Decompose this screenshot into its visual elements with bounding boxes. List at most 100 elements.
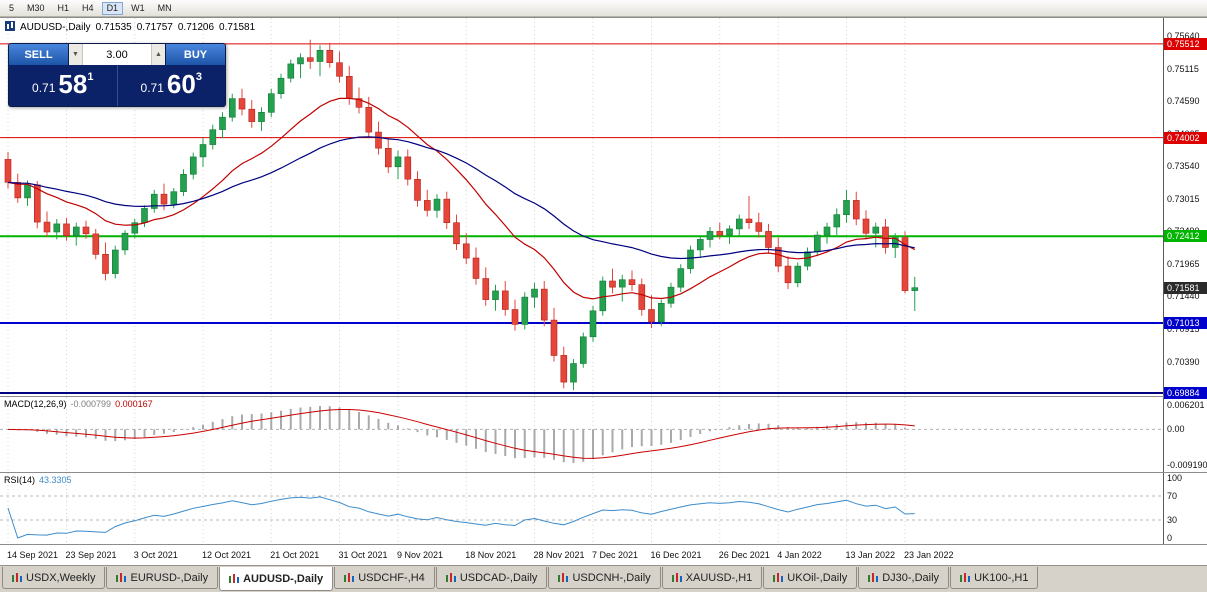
sell-price-pips: 58 <box>58 69 88 99</box>
axis-tick: 0.75640 <box>1167 31 1200 41</box>
tab-label: USDCAD-,Daily <box>459 571 538 584</box>
timeframe-button-5[interactable]: 5 <box>9 2 15 13</box>
price-level-label: 0.72412 <box>1164 230 1207 243</box>
date-tick: 4 Jan 2022 <box>777 550 822 560</box>
timeframe-button-mn[interactable]: MN <box>157 2 172 13</box>
price-level-label: 0.71013 <box>1164 316 1207 329</box>
buy-button[interactable]: BUY <box>166 44 225 65</box>
axis-tick: 30 <box>1167 515 1178 525</box>
date-tick: 23 Jan 2022 <box>904 550 954 560</box>
chart-window: AUDUSD-,Daily 0.71535 0.71757 0.71206 0.… <box>0 17 1207 566</box>
tab-label: USDCHF-,H4 <box>358 571 425 584</box>
chart-icon <box>868 572 879 583</box>
candlestick-chart-canvas[interactable] <box>0 18 1163 396</box>
pane-splitter[interactable] <box>0 472 1207 473</box>
axis-tick: 0.71440 <box>1167 291 1200 302</box>
tab-usdx-weekly[interactable]: USDX,Weekly <box>2 567 106 589</box>
price-chart-pane[interactable]: AUDUSD-,Daily 0.71535 0.71757 0.71206 0.… <box>0 18 1207 399</box>
rsi-label: RSI(14) 43.3305 <box>4 475 72 485</box>
price-level-label: 0.71581 <box>1164 281 1207 294</box>
axis-tick: 0.73540 <box>1167 161 1200 172</box>
buy-price-base: 0.71 <box>140 81 164 95</box>
tab-label: EURUSD-,Daily <box>130 571 209 584</box>
rsi-name: RSI(14) <box>4 475 36 485</box>
chart-icon <box>445 572 456 583</box>
volume-decrease-icon[interactable]: ▼ <box>69 44 83 65</box>
date-tick: 14 Sep 2021 <box>7 550 59 560</box>
date-tick: 3 Oct 2021 <box>133 550 178 560</box>
tab-ukoil-daily[interactable]: UKOil-,Daily <box>763 567 858 589</box>
macd-signal-value: 0.000167 <box>115 399 153 409</box>
date-tick: 23 Sep 2021 <box>65 550 117 560</box>
rsi-chart-canvas[interactable] <box>0 473 1163 544</box>
tab-eurusd-daily[interactable]: EURUSD-,Daily <box>106 567 219 589</box>
chart-icon <box>12 572 22 583</box>
chart-title: AUDUSD-,Daily 0.71535 0.71757 0.71206 0.… <box>5 21 255 34</box>
timeframe-button-w1[interactable]: W1 <box>131 2 145 13</box>
pane-splitter <box>0 544 1207 545</box>
volume-control: ▼ 3.00 ▲ <box>68 44 166 65</box>
rsi-axis: 100 70 30 0 <box>1163 473 1207 544</box>
axis-tick: 0 <box>1167 533 1173 543</box>
axis-tick: 0.70915 <box>1167 324 1200 335</box>
macd-chart-canvas[interactable] <box>0 397 1163 472</box>
axis-tick: 0.71965 <box>1167 258 1200 269</box>
buy-price[interactable]: 0.71 60 3 <box>118 65 226 106</box>
sell-price[interactable]: 0.71 58 1 <box>9 65 118 106</box>
volume-increase-icon[interactable]: ▲ <box>151 44 165 65</box>
axis-tick: 0.006201 <box>1167 400 1205 411</box>
axis-tick: 0.73015 <box>1167 193 1200 204</box>
date-tick: 9 Nov 2021 <box>397 550 444 560</box>
tab-label: USDCNH-,Daily <box>572 571 651 584</box>
price-level-label: 0.69884 <box>1164 387 1207 399</box>
tab-dj30-daily[interactable]: DJ30-,Daily <box>858 567 950 589</box>
timeframe-button-d1[interactable]: D1 <box>101 1 124 15</box>
axis-tick: 100 <box>1167 473 1183 483</box>
tab-label: UKOil-,Daily <box>787 571 848 584</box>
sell-button[interactable]: SELL <box>9 44 68 65</box>
tab-audusd-daily[interactable]: AUDUSD-,Daily <box>219 567 334 591</box>
date-tick: 7 Dec 2021 <box>592 550 639 560</box>
date-tick: 13 Jan 2022 <box>845 550 896 560</box>
chart-icon <box>116 572 127 583</box>
chart-icon <box>773 572 784 583</box>
tab-label: AUDUSD-,Daily <box>243 572 324 585</box>
price-level-label: 0.75512 <box>1164 37 1207 50</box>
tab-xauusd-h1[interactable]: XAUUSD-,H1 <box>661 567 763 589</box>
tab-label: DJ30-,Daily <box>882 571 940 584</box>
ohlc-low: 0.71206 <box>177 22 215 33</box>
date-tick: 26 Dec 2021 <box>718 550 770 560</box>
axis-tick: 70 <box>1167 491 1178 501</box>
macd-name: MACD(12,26,9) <box>4 399 67 409</box>
tab-label: USDX,Weekly <box>26 571 96 584</box>
pane-splitter[interactable] <box>0 396 1207 397</box>
rsi-indicator-pane[interactable]: RSI(14) 43.3305 100 70 30 0 <box>0 473 1207 544</box>
rsi-value: 43.3305 <box>39 475 72 485</box>
macd-indicator-pane[interactable]: MACD(12,26,9) -0.000799 0.000167 0.006201 0… <box>0 397 1207 472</box>
buy-price-pips: 60 <box>166 69 196 99</box>
ohlc-high: 0.71757 <box>136 22 173 33</box>
chart-icon <box>229 573 240 584</box>
time-axis: 14 Sep 2021 23 Sep 2021 3 Oct 2021 12 Oct 2… <box>0 545 1207 566</box>
chart-tab-bar: USDX,Weekly EURUSD-,Daily AUDUSD-,Daily USD… <box>0 565 1207 592</box>
tab-usdcad-daily[interactable]: USDCAD-,Daily <box>435 567 548 589</box>
volume-input[interactable]: 3.00 <box>106 48 128 61</box>
timeframe-button-m30[interactable]: M30 <box>27 2 45 13</box>
date-tick: 21 Oct 2021 <box>270 550 320 560</box>
axis-tick: -0.009190 <box>1167 460 1207 471</box>
tab-usdchf-h4[interactable]: USDCHF-,H4 <box>334 567 435 589</box>
macd-label: MACD(12,26,9) -0.000799 0.000167 <box>4 399 153 409</box>
price-level-label: 0.74002 <box>1164 131 1207 144</box>
chart-icon <box>960 572 971 583</box>
axis-tick: 0.75115 <box>1167 63 1199 74</box>
tab-uk100-h1[interactable]: UK100-,H1 <box>950 567 1039 589</box>
date-tick: 28 Nov 2021 <box>533 550 585 560</box>
date-tick: 12 Oct 2021 <box>202 550 252 560</box>
date-tick: 16 Dec 2021 <box>650 550 702 560</box>
timeframe-button-h1[interactable]: H1 <box>57 2 70 13</box>
tab-usdcnh-daily[interactable]: USDCNH-,Daily <box>548 567 661 589</box>
chart-icon <box>5 21 15 34</box>
tab-label: XAUUSD-,H1 <box>685 571 753 584</box>
axis-tick: 0.74590 <box>1167 96 1200 107</box>
timeframe-button-h4[interactable]: H4 <box>82 2 94 13</box>
